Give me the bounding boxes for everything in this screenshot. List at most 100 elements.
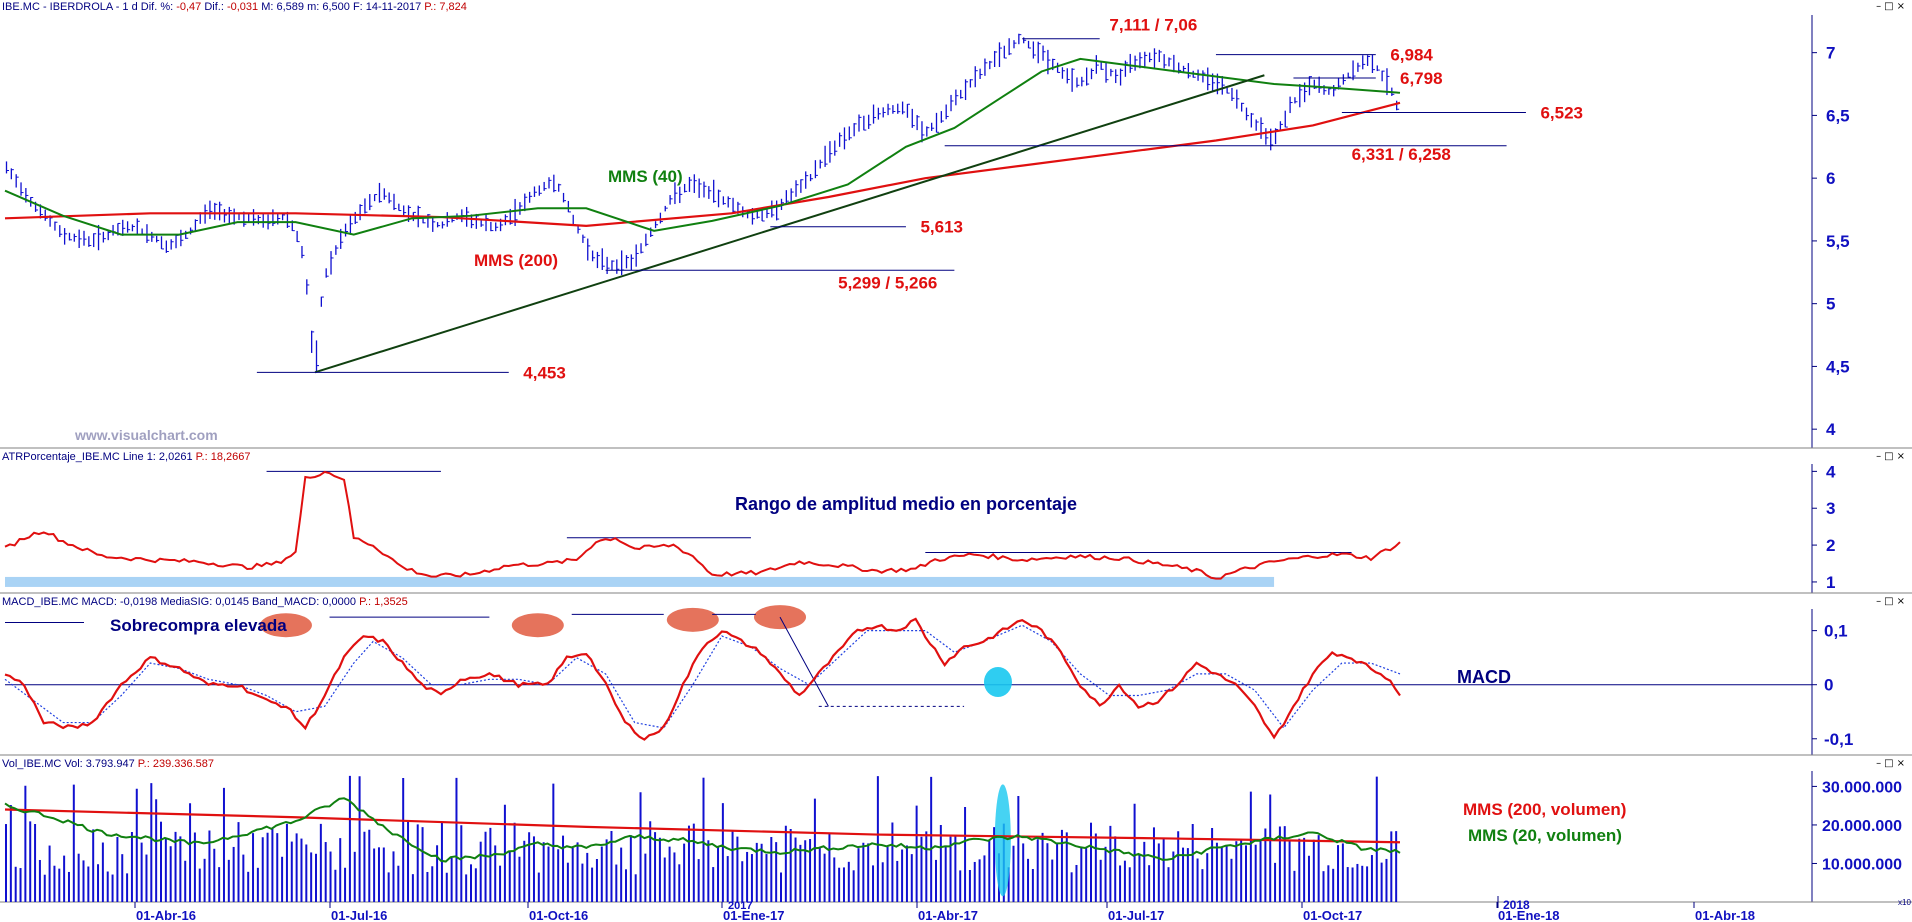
minimize-icon[interactable]: – [1876, 596, 1885, 607]
level-label: 7,111 / 7,06 [1109, 16, 1197, 35]
overbought-oval [259, 613, 312, 638]
maximize-icon[interactable]: □ [1884, 596, 1897, 607]
close-icon[interactable]: × [1896, 451, 1908, 462]
level-label: 6,798 [1400, 69, 1443, 88]
minimize-icon[interactable]: – [1876, 451, 1885, 462]
maximize-icon[interactable]: □ [1884, 1, 1897, 12]
volume-header-text: Vol_IBE.MC Vol: 3.793.947 [2, 758, 138, 770]
x-tick-label: 01-Abr-17 [918, 908, 978, 922]
x-tick-label: 01-Ene-18 [1498, 908, 1559, 922]
close-icon[interactable]: × [1896, 596, 1908, 607]
minimize-icon[interactable]: – [1876, 1, 1885, 12]
volume-header: Vol_IBE.MC Vol: 3.793.947 P.: 239.336.58… [2, 758, 214, 770]
overbought-oval [666, 607, 719, 632]
atr-chart: 1 2 3 4 Rango de amplitud medio en porcentaj… [0, 462, 1912, 594]
atr-header-p: P.: 18,2667 [195, 451, 251, 463]
mms200-line [4, 101, 1401, 227]
price-header-dif: -0,031 [226, 1, 259, 13]
y-tick-label: 6,5 [1826, 106, 1850, 125]
level-label: 6,984 [1390, 46, 1433, 65]
macd-line [4, 617, 1401, 741]
y-tick-label: 7 [1826, 44, 1835, 63]
vol-mms200-line [4, 808, 1401, 844]
macd-cross-circle [983, 667, 1012, 697]
atr-line [4, 470, 1401, 580]
close-icon[interactable]: × [1896, 758, 1908, 769]
y-tick-label: 4 [1826, 420, 1836, 439]
vol-mms20-line [4, 797, 1401, 863]
y-tick-label: 30.000.000 [1822, 779, 1902, 796]
y-tick-label: 0,1 [1824, 622, 1848, 641]
atr-window-buttons: –□× [1876, 451, 1908, 462]
volume-highlight-oval [994, 784, 1011, 897]
level-label: 6,523 [1540, 104, 1583, 123]
y-tick-label: -0,1 [1824, 730, 1853, 749]
level-label: 6,331 / 6,258 [1352, 145, 1451, 164]
volume-panel: 10.000.000 20.000.000 30.000.000 MMS (200, … [0, 757, 1912, 922]
atr-band [5, 576, 1275, 587]
atr-header: ATRPorcentaje_IBE.MC Line 1: 2,0261 P.: … [2, 451, 250, 463]
maximize-icon[interactable]: □ [1884, 758, 1897, 769]
price-window-buttons: –□× [1876, 1, 1908, 12]
macd-signal-line [4, 624, 1401, 729]
x-tick-label: 01-Abr-18 [1695, 908, 1755, 922]
level-label: 4,453 [523, 363, 566, 382]
maximize-icon[interactable]: □ [1884, 451, 1897, 462]
price-header-prefix: IBE.MC - IBERDROLA - 1 d Dif. %: [2, 1, 177, 13]
macd-header-p: P.: 1,3525 [359, 596, 408, 608]
atr-header-text: ATRPorcentaje_IBE.MC Line 1: 2,0261 [2, 451, 196, 463]
overbought-oval [754, 605, 806, 630]
y-tick-label: 4,5 [1826, 357, 1850, 376]
price-header-dif-pct: -0,47 [176, 1, 202, 13]
y-tick-label: 5,5 [1826, 232, 1850, 251]
vol-legend-200: MMS (200, volumen) [1463, 800, 1626, 819]
atr-title: Rango de amplitud medio en porcentaje [735, 494, 1077, 514]
overbought-oval [511, 613, 564, 638]
mms40-line [4, 57, 1401, 236]
y-tick-label: 4 [1826, 462, 1836, 481]
price-panel: 4 4,5 5 5,5 6 6,5 7 4,453 5,299 / 5,266 5,613 7,11… [0, 0, 1912, 450]
y-tick-label: 5 [1826, 295, 1835, 314]
close-icon[interactable]: × [1896, 1, 1908, 12]
y-tick-label: 2 [1826, 536, 1835, 555]
y-tick-label: 3 [1826, 499, 1835, 518]
x-tick-label: 01-Jul-16 [331, 908, 387, 922]
macd-window-buttons: –□× [1876, 596, 1908, 607]
price-header-p: P.: 7,824 [424, 1, 467, 13]
year-marker-2017: 2017 [728, 900, 752, 912]
volume-chart: 10.000.000 20.000.000 30.000.000 MMS (200, … [0, 771, 1912, 922]
minimize-icon[interactable]: – [1876, 758, 1885, 769]
macd-panel: -0,1 0 0,1 Sobrecompra elevada MACD MACD_IBE… [0, 595, 1912, 757]
atr-panel: 1 2 3 4 Rango de amplitud medio en porcentaj… [0, 450, 1912, 595]
y-tick-label: 0 [1824, 676, 1833, 695]
watermark: www.visualchart.com [74, 427, 218, 443]
macd-chart: -0,1 0 0,1 Sobrecompra elevada MACD [0, 605, 1912, 756]
price-header: IBE.MC - IBERDROLA - 1 d Dif. %: -0,47 D… [2, 1, 467, 13]
x-tick-label: 01-Oct-16 [529, 908, 588, 922]
volume-window-buttons: –□× [1876, 758, 1908, 769]
macd-note: Sobrecompra elevada [110, 616, 287, 635]
trendline [314, 74, 1265, 374]
level-label: 5,299 / 5,266 [838, 273, 937, 292]
level-label: 5,613 [920, 218, 963, 237]
x-tick-label: 01-Oct-17 [1303, 908, 1362, 922]
y-tick-label: 20.000.000 [1822, 818, 1902, 835]
y-tick-label: 1 [1826, 573, 1835, 592]
macd-label: MACD [1457, 667, 1511, 687]
macd-header: MACD_IBE.MC MACD: -0,0198 MediaSIG: 0,01… [2, 596, 408, 608]
mms40-label: MMS (40) [608, 167, 683, 186]
volume-header-p: P.: 239.336.587 [137, 758, 215, 770]
vol-legend-20: MMS (20, volumen) [1468, 826, 1622, 845]
vol-corner-text: x10 [1898, 898, 1911, 907]
macd-diagonal [779, 616, 829, 707]
x-tick-label: 01-Jul-17 [1108, 908, 1164, 922]
price-header-dif-label: Dif.: [201, 1, 227, 13]
mms200-label: MMS (200) [474, 251, 558, 270]
price-chart: 4 4,5 5 5,5 6 6,5 7 4,453 5,299 / 5,266 5,613 7,11… [0, 15, 1912, 449]
macd-header-text: MACD_IBE.MC MACD: -0,0198 MediaSIG: 0,01… [2, 596, 360, 608]
y-tick-label: 6 [1826, 169, 1835, 188]
x-tick-label: 01-Ene-17 [723, 908, 784, 922]
price-header-rest: M: 6,589 m: 6,500 F: 14-11-2017 [258, 1, 425, 13]
x-tick-label: 01-Abr-16 [136, 908, 196, 922]
year-marker: 2018 [1503, 898, 1530, 912]
